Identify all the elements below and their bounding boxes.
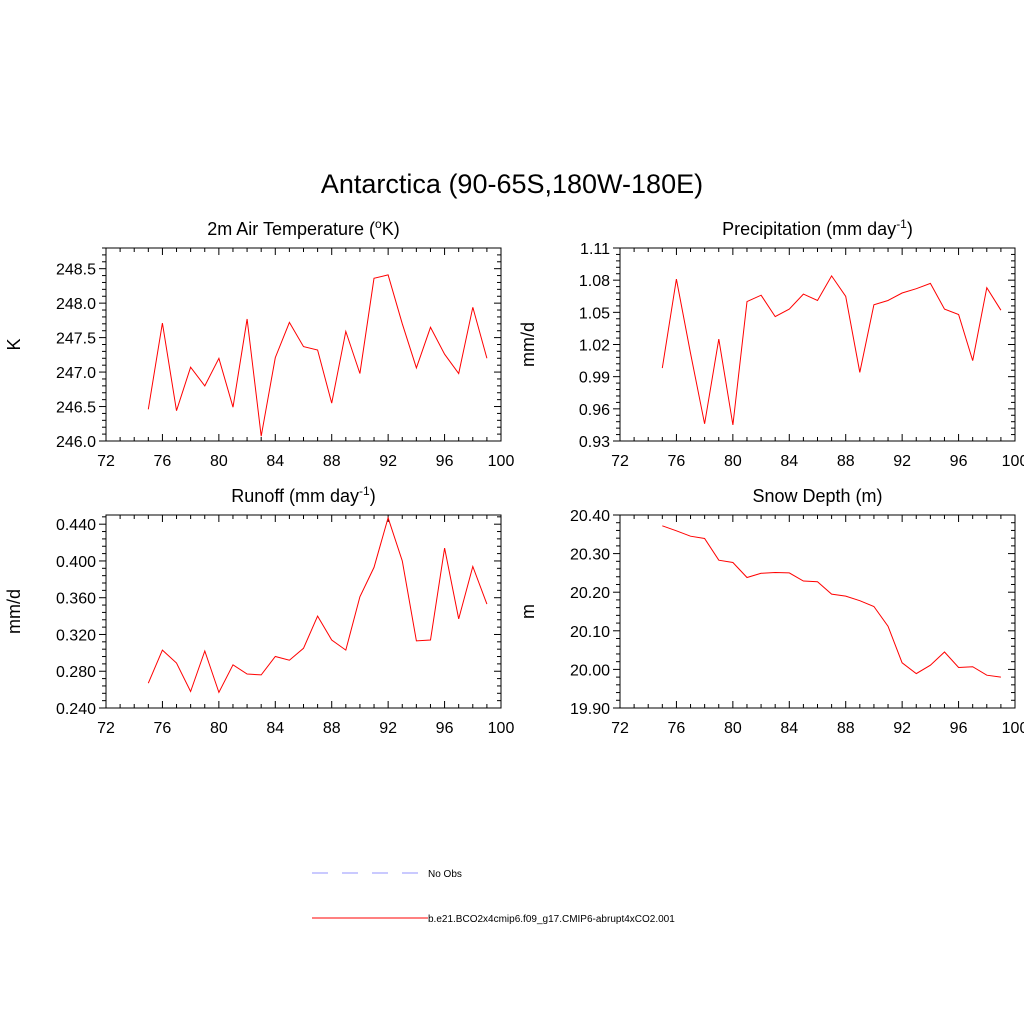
y-tick-label: 246.5 xyxy=(56,400,96,417)
x-tick-label: 80 xyxy=(210,720,228,737)
y-tick-label: 0.280 xyxy=(56,664,96,681)
y-tick-label: 20.20 xyxy=(570,585,610,602)
x-tick-label: 96 xyxy=(950,453,968,470)
y-axis-label: mm/d xyxy=(518,322,538,367)
x-tick-label: 84 xyxy=(266,720,284,737)
series-line xyxy=(147,274,488,437)
x-tick-label: 80 xyxy=(724,720,742,737)
panels: 2m Air Temperature (oK) K 72 76 80 84 88 92 96 10… xyxy=(4,217,1024,737)
x-tick-label: 96 xyxy=(436,720,454,737)
y-tick-label: 0.440 xyxy=(56,517,96,534)
figure-title: Antarctica (90-65S,180W-180E) xyxy=(321,169,703,199)
panel-title-suffix: ) xyxy=(907,219,913,239)
y-tick-label: 1.05 xyxy=(579,305,610,322)
x-tick-label: 84 xyxy=(266,453,284,470)
x-tick-label: 100 xyxy=(1002,453,1024,470)
y-tick-label: 247.0 xyxy=(56,365,96,382)
x-tick-label: 80 xyxy=(724,453,742,470)
panel-title-suffix: K) xyxy=(382,219,400,239)
panel-title-text: Snow Depth (m) xyxy=(752,486,882,506)
y-tick-label: 20.00 xyxy=(570,662,610,679)
panel-title: 2m Air Temperature (oK) xyxy=(207,217,399,239)
x-tick-label: 92 xyxy=(379,720,397,737)
y-axis-label: K xyxy=(4,338,24,350)
x-tick-label: 76 xyxy=(154,720,172,737)
panel-title-suffix: ) xyxy=(370,486,376,506)
x-tick-label: 100 xyxy=(488,453,515,470)
y-tick-label: 1.11 xyxy=(580,241,610,258)
series-line xyxy=(147,516,488,694)
x-tick-label: 72 xyxy=(611,720,629,737)
plot-frame xyxy=(619,247,1016,442)
x-tick-label: 80 xyxy=(210,453,228,470)
panel-title-superscript: -1 xyxy=(359,484,370,498)
y-tick-label: 20.30 xyxy=(570,547,610,564)
panel-title: Runoff (mm day-1) xyxy=(231,484,375,506)
y-tick-label: 0.99 xyxy=(579,370,610,387)
plot-frame xyxy=(619,514,1016,709)
plot-frame xyxy=(105,247,502,442)
panel-title: Precipitation (mm day-1) xyxy=(722,217,913,239)
x-tick-label: 76 xyxy=(154,453,172,470)
y-tick-label: 1.08 xyxy=(579,273,610,290)
x-tick-label: 96 xyxy=(436,453,454,470)
y-tick-label: 0.240 xyxy=(56,701,96,718)
y-tick-label: 0.320 xyxy=(56,627,96,644)
x-tick-label: 72 xyxy=(611,453,629,470)
y-tick-label: 0.360 xyxy=(56,591,96,608)
panel-title-text: Runoff (mm day xyxy=(231,486,359,506)
x-tick-label: 72 xyxy=(97,720,115,737)
x-tick-label: 84 xyxy=(780,720,798,737)
x-tick-label: 88 xyxy=(323,453,341,470)
y-tick-label: 246.0 xyxy=(56,434,96,451)
x-tick-label: 92 xyxy=(893,453,911,470)
x-tick-label: 88 xyxy=(323,720,341,737)
y-tick-label: 247.5 xyxy=(56,331,96,348)
panel-4: Snow Depth (m) m 72 76 80 84 88 92 96 100 19.90 20.… xyxy=(518,486,1024,737)
legend-obs-label: No Obs xyxy=(428,869,462,880)
x-tick-label: 76 xyxy=(668,720,686,737)
x-tick-label: 72 xyxy=(97,453,115,470)
y-tick-label: 248.5 xyxy=(56,262,96,279)
x-tick-label: 100 xyxy=(488,720,515,737)
x-tick-label: 88 xyxy=(837,720,855,737)
legend-model-label: b.e21.BCO2x4cmip6.f09_g17.CMIP6-abrupt4x… xyxy=(428,914,675,925)
x-tick-label: 88 xyxy=(837,453,855,470)
y-tick-label: 20.40 xyxy=(570,508,610,525)
y-tick-label: 0.93 xyxy=(579,434,610,451)
legend: No Obs b.e21.BCO2x4cmip6.f09_g17.CMIP6-a… xyxy=(312,869,675,925)
panel-3: Runoff (mm day-1) mm/d 72 76 80 84 88 92 96 100 0.… xyxy=(4,484,514,737)
panel-title-superscript: -1 xyxy=(896,217,907,231)
x-tick-label: 100 xyxy=(1002,720,1024,737)
plot-frame xyxy=(105,514,502,709)
panel-title-text: 2m Air Temperature ( xyxy=(207,219,375,239)
panel-1: 2m Air Temperature (oK) K 72 76 80 84 88 92 96 10… xyxy=(4,217,514,470)
y-tick-label: 0.400 xyxy=(56,554,96,571)
y-axis-label: m xyxy=(518,604,538,619)
x-tick-label: 84 xyxy=(780,453,798,470)
y-tick-label: 0.96 xyxy=(579,402,610,419)
x-tick-label: 92 xyxy=(893,720,911,737)
panel-2: Precipitation (mm day-1) mm/d 72 76 80 84 88 92… xyxy=(518,217,1024,470)
x-tick-label: 76 xyxy=(668,453,686,470)
panel-title-text: Precipitation (mm day xyxy=(722,219,896,239)
panel-title-superscript: o xyxy=(375,217,382,231)
series-line xyxy=(662,525,1001,678)
y-tick-label: 248.0 xyxy=(56,296,96,313)
y-tick-label: 19.90 xyxy=(570,701,610,718)
series-line xyxy=(661,274,1002,425)
y-axis-label: mm/d xyxy=(4,589,24,634)
y-tick-label: 20.10 xyxy=(570,624,610,641)
y-tick-label: 1.02 xyxy=(579,338,610,355)
x-tick-label: 92 xyxy=(379,453,397,470)
panel-title: Snow Depth (m) xyxy=(752,486,882,506)
x-tick-label: 96 xyxy=(950,720,968,737)
